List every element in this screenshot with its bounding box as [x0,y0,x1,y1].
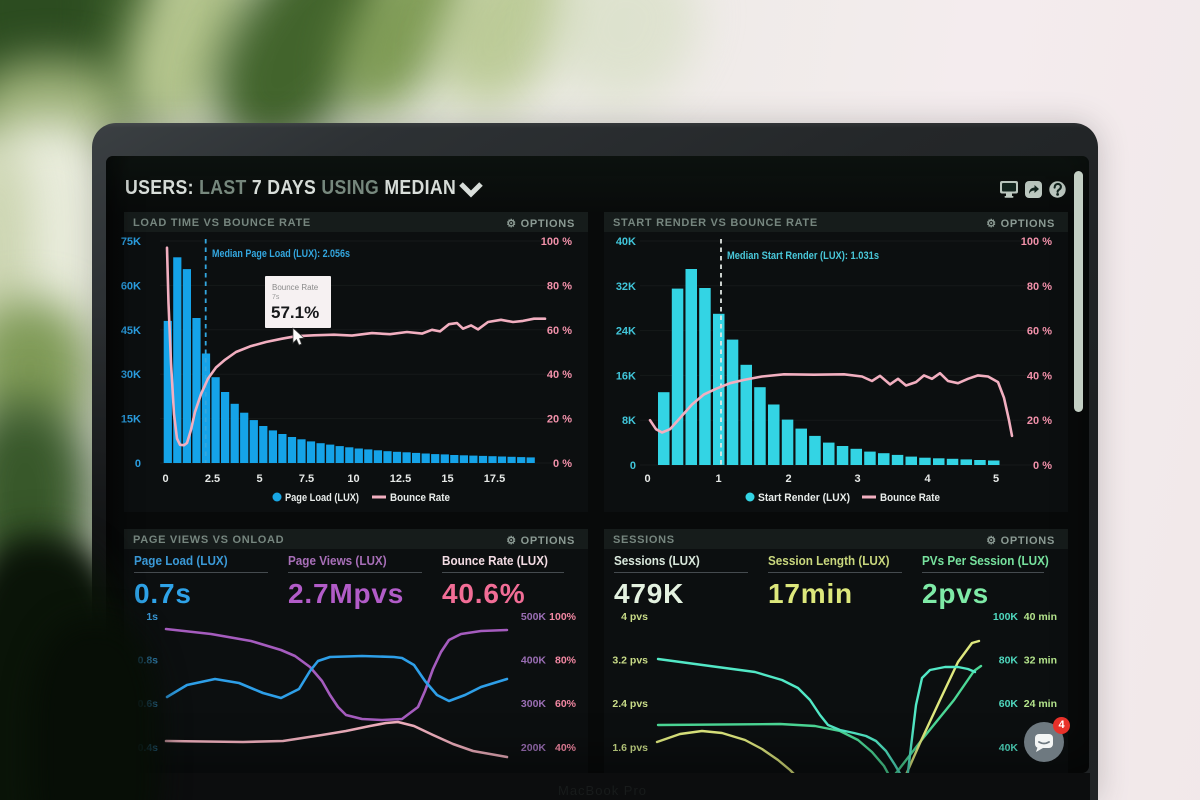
svg-text:80K: 80K [999,655,1019,667]
svg-text:60K: 60K [121,280,141,292]
svg-text:20 %: 20 % [547,414,572,426]
svg-text:Median Page Load (LUX): 2.056s: Median Page Load (LUX): 2.056s [212,248,350,260]
svg-text:100 %: 100 % [1021,236,1052,248]
svg-text:20 %: 20 % [1027,415,1052,427]
svg-text:1: 1 [715,473,721,485]
svg-text:100%: 100% [549,611,577,623]
svg-text:2.4 pvs: 2.4 pvs [612,698,648,710]
svg-text:3: 3 [854,473,860,485]
svg-text:80 %: 80 % [1027,281,1052,293]
svg-text:0: 0 [162,473,168,485]
svg-text:Bounce Rate: Bounce Rate [880,492,940,504]
svg-text:60K: 60K [999,698,1019,710]
svg-text:Start Render (LUX): Start Render (LUX) [758,492,850,504]
svg-text:2.5: 2.5 [205,473,220,485]
svg-text:100 %: 100 % [541,236,572,248]
svg-text:40%: 40% [555,742,577,754]
svg-text:12.5: 12.5 [390,473,411,485]
svg-text:7.5: 7.5 [299,473,314,485]
svg-text:45K: 45K [121,325,141,337]
svg-text:100K: 100K [993,611,1019,623]
svg-text:0 %: 0 % [1033,460,1052,472]
svg-text:80%: 80% [555,655,577,667]
svg-text:Bounce Rate: Bounce Rate [390,492,450,504]
svg-text:Page Load (LUX): Page Load (LUX) [285,492,359,504]
svg-text:16K: 16K [616,370,636,382]
svg-text:0 %: 0 % [553,458,572,470]
svg-text:0: 0 [644,473,650,485]
svg-text:200K: 200K [521,742,547,754]
svg-text:40 %: 40 % [547,369,572,381]
svg-text:60%: 60% [555,698,577,710]
svg-text:1.6 pvs: 1.6 pvs [612,742,648,754]
svg-text:32K: 32K [616,281,636,293]
svg-text:7s: 7s [272,294,280,301]
svg-text:4 pvs: 4 pvs [621,611,648,623]
svg-text:1s: 1s [146,611,158,623]
svg-text:40K: 40K [999,742,1019,754]
svg-text:24K: 24K [616,326,636,338]
svg-text:15K: 15K [121,414,141,426]
svg-text:40 %: 40 % [1027,370,1052,382]
svg-text:5: 5 [256,473,262,485]
svg-text:0: 0 [135,458,141,470]
svg-text:2: 2 [785,473,791,485]
svg-text:30K: 30K [121,369,141,381]
svg-text:24 min: 24 min [1024,698,1057,710]
svg-text:17.5: 17.5 [484,473,505,485]
svg-text:Bounce Rate: Bounce Rate [272,283,319,292]
svg-text:Median Start Render (LUX): 1.0: Median Start Render (LUX): 1.031s [727,250,879,262]
svg-text:60 %: 60 % [547,325,572,337]
svg-text:40K: 40K [616,236,636,248]
svg-text:0: 0 [630,460,636,472]
svg-text:75K: 75K [121,236,141,248]
svg-text:57.1%: 57.1% [271,303,319,322]
svg-text:3.2 pvs: 3.2 pvs [612,655,648,667]
svg-text:400K: 400K [521,655,547,667]
svg-text:8K: 8K [622,415,636,427]
svg-text:4: 4 [924,473,931,485]
svg-text:500K: 500K [521,611,547,623]
svg-text:300K: 300K [521,698,547,710]
svg-text:10: 10 [347,473,359,485]
svg-text:32 min: 32 min [1024,655,1057,667]
svg-text:40 min: 40 min [1024,611,1057,623]
svg-text:60 %: 60 % [1027,326,1052,338]
svg-text:5: 5 [993,473,999,485]
svg-text:80 %: 80 % [547,280,572,292]
svg-text:15: 15 [441,473,453,485]
